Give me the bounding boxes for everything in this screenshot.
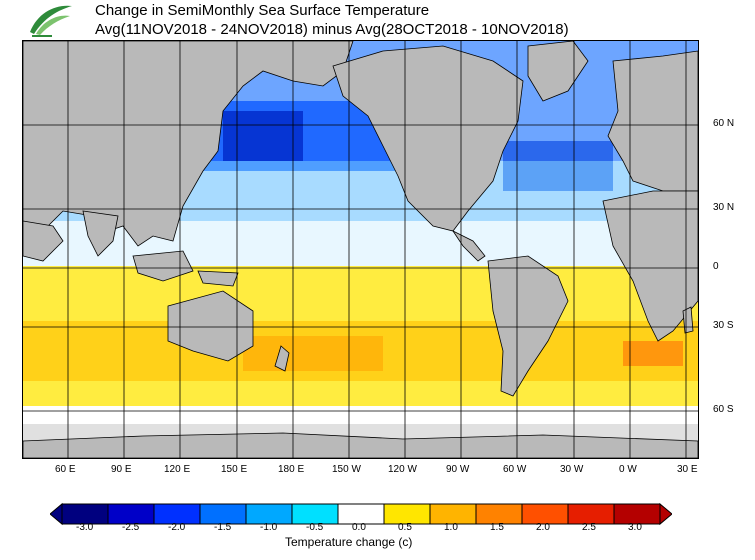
colorbar-tick-label: 2.5 <box>582 522 596 533</box>
colorbar-segment <box>521 503 569 525</box>
lon-label: 90 E <box>111 464 132 475</box>
colorbar-segment <box>153 503 201 525</box>
colorbar-tick-label: 2.0 <box>536 522 550 533</box>
landmass-arabia <box>23 220 64 262</box>
lat-label-60n: 60 N <box>713 118 735 129</box>
colorbar-title: Temperature change (c) <box>285 535 413 549</box>
land-masses <box>23 41 698 458</box>
sst-change-map <box>22 40 699 459</box>
lon-label: 120 E <box>164 464 191 475</box>
colorbar-segment <box>613 503 661 525</box>
landmass-india <box>82 210 119 257</box>
graticule <box>23 41 698 458</box>
lat-label-30s: 30 S <box>713 320 734 331</box>
lon-label: 60 E <box>55 464 76 475</box>
colorbar-tick-label: -3.0 <box>76 522 94 533</box>
lon-label: 120 W <box>388 464 417 475</box>
colorbar-tick-label: -1.5 <box>214 522 232 533</box>
colorbar-segment <box>429 503 477 525</box>
colorbar-tick-label: 0.5 <box>398 522 412 533</box>
colorbar-tick-label: -2.5 <box>122 522 140 533</box>
colorbar-segment <box>383 503 431 525</box>
colorbar-segment <box>475 503 523 525</box>
colorbar-tick-label: -0.5 <box>306 522 324 533</box>
lat-label-60s: 60 S <box>713 404 734 415</box>
landmass-australia <box>167 290 254 362</box>
colorbar-segment <box>567 503 615 525</box>
colorbar-segment <box>337 503 385 525</box>
colorbar-tick-label: -1.0 <box>260 522 278 533</box>
landmass-greenland <box>527 41 589 102</box>
lon-label: 0 W <box>619 464 637 475</box>
lat-label-30n: 30 N <box>713 202 735 213</box>
landmass-africa <box>602 190 698 342</box>
colorbar-segment <box>61 503 109 525</box>
colorbar-tick-label: 3.0 <box>628 522 642 533</box>
colorbar-segment <box>291 503 339 525</box>
colorbar <box>50 502 672 526</box>
lon-label: 60 W <box>503 464 527 475</box>
landmass-asia <box>23 41 354 247</box>
lon-label: 150 E <box>221 464 248 475</box>
colorbar-tick-label: 1.5 <box>490 522 504 533</box>
colorbar-arrow-high <box>659 502 672 526</box>
lon-label: 30 W <box>560 464 584 475</box>
landmass-maritime-se-asia <box>132 250 194 282</box>
colorbar-tick-label: 0.0 <box>352 522 366 533</box>
landmass-new-zealand <box>274 345 290 372</box>
landmass-north-america <box>332 45 524 232</box>
lon-label: 150 W <box>332 464 361 475</box>
page-subtitle: Avg(11NOV2018 - 24NOV2018) minus Avg(28O… <box>95 21 569 38</box>
lon-label: 180 E <box>278 464 305 475</box>
landmass-south-america <box>487 255 569 397</box>
colorbar-segment <box>245 503 293 525</box>
colorbar-segment <box>199 503 247 525</box>
landmass-madagascar <box>682 306 694 334</box>
colorbar-arrow-low <box>50 502 63 526</box>
colorbar-segment <box>107 503 155 525</box>
green-leaf-logo-icon <box>30 5 72 37</box>
lat-label-0: 0 <box>713 261 719 272</box>
page-title: Change in SemiMonthly Sea Surface Temper… <box>95 2 430 19</box>
landmass-europe <box>607 50 698 192</box>
colorbar-tick-label: 1.0 <box>444 522 458 533</box>
landmass-antarctica <box>23 432 698 458</box>
lon-label: 30 E <box>677 464 698 475</box>
landmass-new-guinea <box>197 270 239 287</box>
colorbar-tick-label: -2.0 <box>168 522 186 533</box>
lon-label: 90 W <box>446 464 470 475</box>
